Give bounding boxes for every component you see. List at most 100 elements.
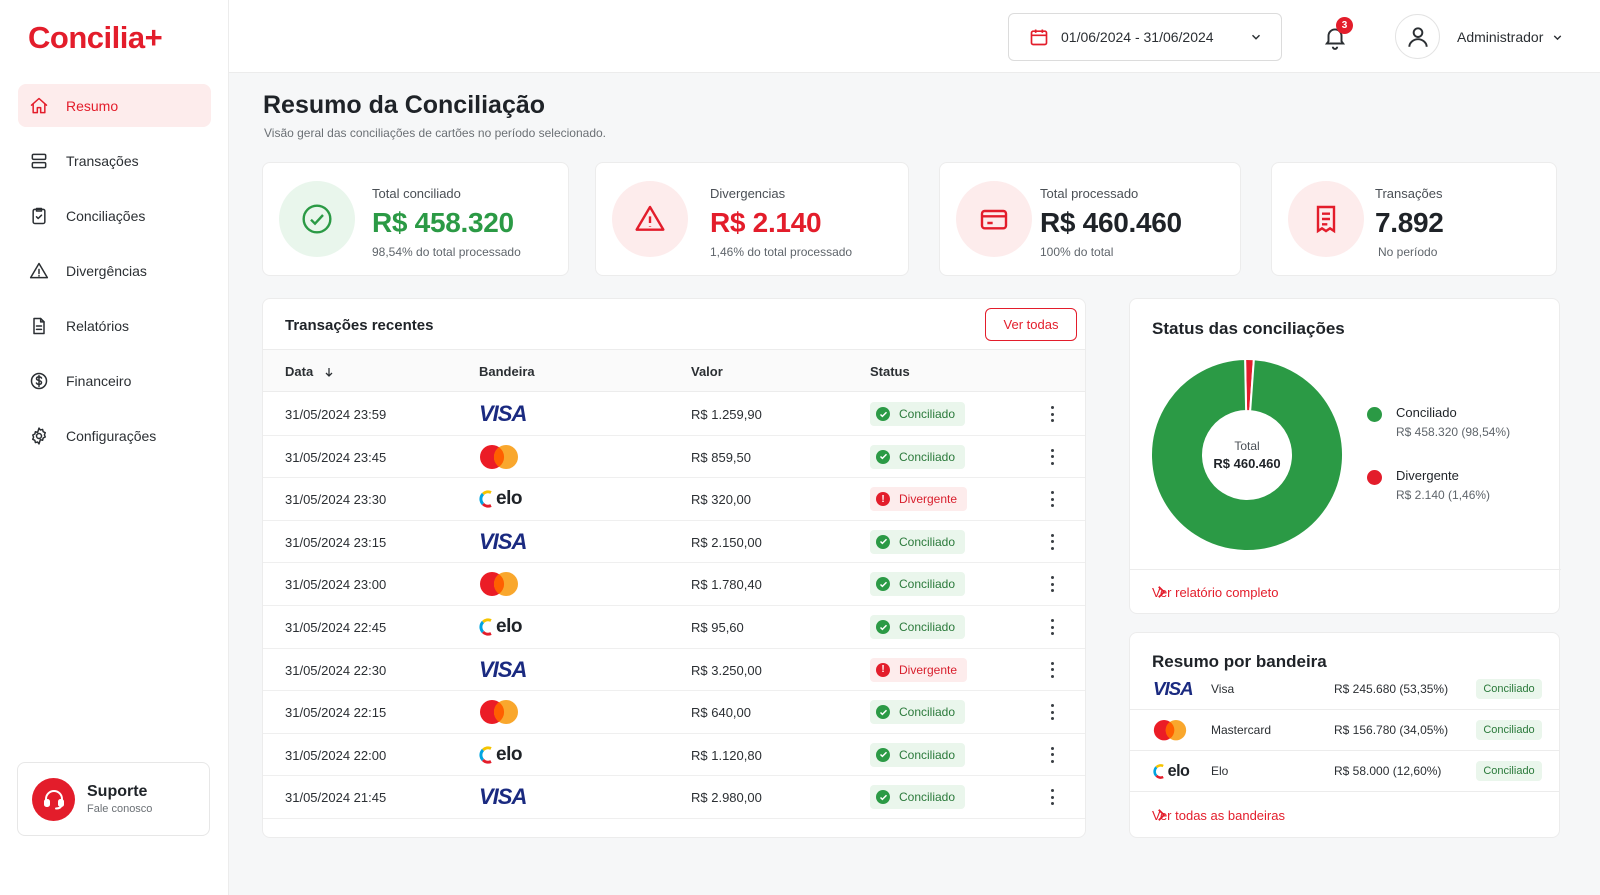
chevron-right-icon	[1152, 806, 1539, 824]
cell-brand	[479, 570, 539, 598]
sidebar-item-divergencias[interactable]: Divergências	[18, 249, 211, 292]
sidebar-item-conciliacoes[interactable]: Conciliações	[18, 194, 211, 237]
kpi-transacoes: Transações 7.892 No período	[1271, 162, 1557, 276]
gear-icon	[28, 425, 50, 447]
cell-value: R$ 2.150,00	[691, 534, 762, 550]
receipt-icon	[1288, 181, 1364, 257]
kpi-label: Total processado	[1040, 186, 1139, 201]
calendar-icon	[1029, 27, 1049, 47]
check-icon	[876, 790, 890, 805]
kpi-label: Total conciliado	[372, 186, 461, 201]
status-label: Divergente	[899, 662, 958, 677]
column-label: Data	[285, 364, 314, 379]
kpi-value: R$ 2.140	[710, 207, 822, 238]
more-options-icon[interactable]	[1048, 702, 1056, 722]
table-row[interactable]: 31/05/2024 22:15 R$ 640,00 Conciliado	[263, 690, 1085, 734]
support-title: Suporte	[87, 783, 148, 800]
view-all-brands-link[interactable]: Ver todas as bandeiras	[1130, 794, 1559, 837]
cell-value: R$ 1.120,80	[691, 747, 762, 763]
table-row[interactable]: 31/05/2024 23:00 R$ 1.780,40 Conciliado	[263, 562, 1085, 606]
status-label: Conciliado	[899, 705, 956, 720]
kpi-divergencias: Divergencias R$ 2.140 1,46% do total pro…	[595, 162, 909, 276]
cell-date: 31/05/2024 22:00	[285, 747, 387, 763]
cell-brand: elo	[479, 485, 539, 513]
more-options-icon[interactable]	[1048, 660, 1056, 680]
elo-logo: elo	[1153, 762, 1190, 781]
kpi-label: Transações	[1375, 186, 1443, 201]
cell-value: R$ 1.259,90	[691, 407, 762, 422]
table-header: Data Bandeira Valor Status	[263, 349, 1085, 392]
sidebar-item-transacoes[interactable]: Transações	[18, 139, 211, 182]
kpi-total-processado: Total processado R$ 460.460 100% do tota…	[939, 162, 1241, 276]
table-row[interactable]: 31/05/2024 23:15 VISA R$ 2.150,00 Conciliad…	[263, 520, 1085, 564]
kpi-note: 100% do total	[1040, 245, 1114, 259]
check-icon	[876, 747, 890, 762]
table-row[interactable]: 31/05/2024 21:45 VISA R$ 2.980,00 Conciliad…	[263, 775, 1085, 819]
check-icon	[876, 534, 890, 549]
table-row[interactable]: 31/05/2024 22:30 VISA R$ 3.250,00! Divergen…	[263, 648, 1085, 692]
view-all-transactions-button[interactable]: Ver todas	[985, 308, 1077, 341]
panel-title: Transações recentes	[285, 317, 434, 334]
status-badge: Conciliado	[870, 402, 966, 426]
visa-logo: VISA	[479, 528, 527, 554]
check-icon	[876, 449, 890, 464]
check-icon	[876, 705, 890, 720]
clipboard-check-icon	[28, 205, 50, 227]
brand-row-elo[interactable]: elo Elo R$ 58.000 (12,60%) Conciliado	[1130, 750, 1559, 792]
more-options-icon[interactable]	[1048, 404, 1056, 424]
status-badge: Conciliado	[870, 785, 966, 810]
dollar-circle-icon	[28, 370, 50, 392]
sidebar-item-configuracoes[interactable]: Configurações	[18, 414, 211, 457]
more-options-icon[interactable]	[1048, 574, 1056, 594]
sidebar-item-relatorios[interactable]: Relatórios	[18, 304, 211, 347]
status-label: Conciliado	[899, 534, 956, 549]
donut-slice-conciliado[interactable]	[1150, 357, 1344, 552]
check-icon	[876, 577, 890, 592]
brand-row-visa[interactable]: VISA Visa R$ 245.680 (53,35%) Conciliado	[1130, 668, 1559, 710]
more-options-icon[interactable]	[1048, 447, 1056, 467]
brand-value: R$ 245.680 (53,35%)	[1334, 682, 1449, 696]
table-row[interactable]: 31/05/2024 22:45 elo R$ 95,60 Conciliado	[263, 605, 1085, 649]
user-menu[interactable]: Administrador	[1457, 29, 1564, 45]
more-options-icon[interactable]	[1048, 489, 1056, 509]
status-label: Conciliado	[899, 577, 956, 592]
document-icon	[28, 315, 50, 337]
app-logo[interactable]: Concilia+	[28, 20, 163, 55]
cell-value: R$ 3.250,00	[691, 662, 762, 678]
user-name: Administrador	[1457, 29, 1544, 45]
table-row[interactable]: 31/05/2024 22:00 elo R$ 1.120,80 Conciliado	[263, 733, 1085, 777]
status-badge: Conciliado	[870, 529, 966, 554]
status-donut-chart: Total R$ 460.460	[1150, 357, 1344, 552]
more-options-icon[interactable]	[1048, 745, 1056, 765]
legend-value: R$ 458.320 (98,54%)	[1396, 425, 1511, 439]
notifications-button[interactable]: 3	[1322, 17, 1353, 50]
cell-brand: VISA	[479, 656, 539, 684]
legend-dot	[1367, 407, 1382, 422]
mastercard-logo	[480, 700, 518, 725]
kpi-value: R$ 458.320	[372, 207, 514, 238]
column-header-data[interactable]: Data	[285, 364, 335, 379]
cell-date: 31/05/2024 23:30	[285, 492, 387, 508]
cell-date: 31/05/2024 23:59	[285, 407, 387, 422]
date-range-picker[interactable]: 01/06/2024 - 31/06/2024	[1008, 13, 1282, 61]
table-row[interactable]: 31/05/2024 23:45 R$ 859,50 Conciliado	[263, 435, 1085, 479]
brand-row-mastercard[interactable]: Mastercard R$ 156.780 (34,05%) Conciliado	[1130, 709, 1559, 751]
headset-icon	[32, 777, 75, 821]
brand-name: Elo	[1211, 764, 1229, 778]
cell-date: 31/05/2024 23:45	[285, 449, 387, 465]
cell-brand: VISA	[479, 400, 539, 428]
status-badge: Conciliado	[1476, 761, 1542, 781]
more-options-icon[interactable]	[1048, 532, 1056, 552]
view-full-report-link[interactable]: Ver relatório completo	[1130, 569, 1561, 615]
support-card[interactable]: Suporte Fale conosco	[17, 762, 210, 836]
table-row[interactable]: 31/05/2024 23:59 VISA R$ 1.259,90 Conciliad…	[263, 392, 1085, 436]
table-row[interactable]: 31/05/2024 23:30 elo R$ 320,00! Divergente	[263, 477, 1085, 521]
more-options-icon[interactable]	[1048, 617, 1056, 637]
column-header-valor: Valor	[691, 364, 723, 379]
sidebar-item-resumo[interactable]: Resumo	[18, 84, 211, 127]
more-options-icon[interactable]	[1048, 787, 1056, 807]
sidebar-item-financeiro[interactable]: Financeiro	[18, 359, 211, 402]
panel-title: Resumo por bandeira	[1152, 652, 1327, 671]
cell-value: R$ 320,00	[691, 492, 751, 508]
user-avatar[interactable]	[1395, 14, 1440, 59]
